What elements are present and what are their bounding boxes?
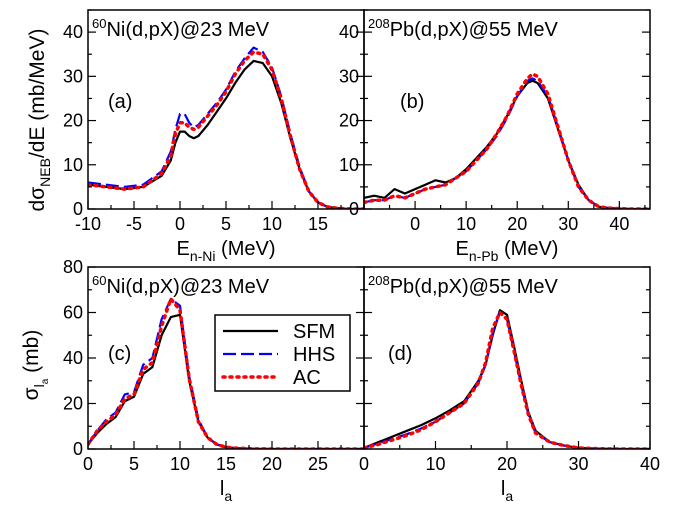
legend-label-hhs: HHS	[293, 344, 335, 366]
y-tick-label: 80	[63, 257, 83, 277]
legend: SFM HHS AC	[214, 314, 351, 392]
y-tick-label: 0	[349, 199, 359, 219]
plot-frame	[363, 9, 651, 210]
x-tick-label: 0	[175, 214, 185, 234]
x-tick-label: 10	[170, 454, 190, 474]
y-tick-label: 0	[73, 199, 83, 219]
x-axis-label: la	[501, 478, 513, 504]
x-tick-label: 20	[262, 454, 282, 474]
x-tick-label: 15	[216, 454, 236, 474]
x-tick-label: 0	[359, 454, 369, 474]
reaction-label: 60Ni(d,pX)@23 MeV	[92, 16, 270, 41]
y-tick-label: 10	[339, 155, 359, 175]
x-tick-label: 10	[456, 214, 476, 234]
top-y-axis-label: dσNEB/dE (mb/MeV)	[26, 29, 53, 212]
panel-label: (c)	[108, 343, 131, 365]
panel-a: -10 -5 0 5 10 15 0 10 20 30 40 En-Ni (MeV) 60Ni(d,pX…	[63, 9, 365, 264]
y-tick-label: 0	[73, 439, 83, 459]
x-tick-label: 30	[568, 454, 588, 474]
panel-label: (d)	[388, 343, 412, 365]
series-line-ac	[88, 297, 364, 449]
y-tick-label: 60	[63, 303, 83, 323]
series-line-sfm	[364, 309, 650, 449]
y-tick-label: 40	[63, 348, 83, 368]
x-tick-label: 10	[425, 454, 445, 474]
bottom-y-axis-label: σla (mb)	[20, 330, 51, 401]
x-tick-label: 5	[221, 214, 231, 234]
panel-c: 0 5 10 15 20 25 0 20 40 60 80 la 60Ni(d,pX)@23 MeV (c…	[63, 257, 365, 504]
x-axis-label: En-Pb (MeV)	[456, 238, 559, 264]
x-tick-label: 20	[497, 454, 517, 474]
series-line-ac	[364, 72, 650, 209]
series-line-hhs	[364, 311, 650, 449]
reaction-label: 208Pb(d,pX)@55 MeV	[368, 273, 559, 298]
y-tick-label: 30	[339, 66, 359, 86]
y-tick-label: 20	[63, 394, 83, 414]
panel-label: (a)	[108, 91, 132, 113]
x-tick-label: 15	[308, 214, 328, 234]
y-tick-label: 40	[339, 22, 359, 42]
x-axis-label: la	[220, 478, 232, 504]
x-axis-label: En-Ni (MeV)	[176, 238, 275, 264]
panel-d: 0 10 20 30 40 la 208Pb(d,pX)@55 MeV (d)	[359, 266, 660, 504]
x-tick-label: 40	[640, 454, 660, 474]
y-tick-label: 10	[63, 155, 83, 175]
panels: -10 -5 0 5 10 15 0 10 20 30 40 En-Ni (MeV) 60Ni(d,pX…	[63, 9, 660, 504]
panel-label: (b)	[400, 91, 424, 113]
y-tick-label: 30	[63, 66, 83, 86]
x-tick-label: 5	[129, 454, 139, 474]
reaction-label: 208Pb(d,pX)@55 MeV	[368, 16, 559, 41]
series-line-hhs	[88, 46, 364, 209]
legend-label-sfm: SFM	[293, 321, 335, 343]
y-tick-label: 20	[339, 111, 359, 131]
legend-label-ac: AC	[293, 367, 321, 389]
x-tick-label: 40	[609, 214, 629, 234]
x-tick-label: 30	[558, 214, 578, 234]
panel-b: 0 10 20 30 40 0 10 20 30 40 En-Pb (MeV) 208Pb(d,pX)…	[339, 9, 651, 264]
x-tick-label: 20	[507, 214, 527, 234]
x-tick-label: 25	[308, 454, 328, 474]
series-line-ac	[88, 50, 364, 209]
series-line-ac	[364, 310, 650, 449]
x-tick-label: 0	[410, 214, 420, 234]
y-tick-label: 20	[63, 111, 83, 131]
x-tick-label: -5	[126, 214, 142, 234]
y-tick-label: 40	[63, 22, 83, 42]
x-tick-label: 0	[83, 454, 93, 474]
x-tick-label: 10	[262, 214, 282, 234]
reaction-label: 60Ni(d,pX)@23 MeV	[92, 273, 270, 298]
x-tick-label: -10	[75, 214, 101, 234]
